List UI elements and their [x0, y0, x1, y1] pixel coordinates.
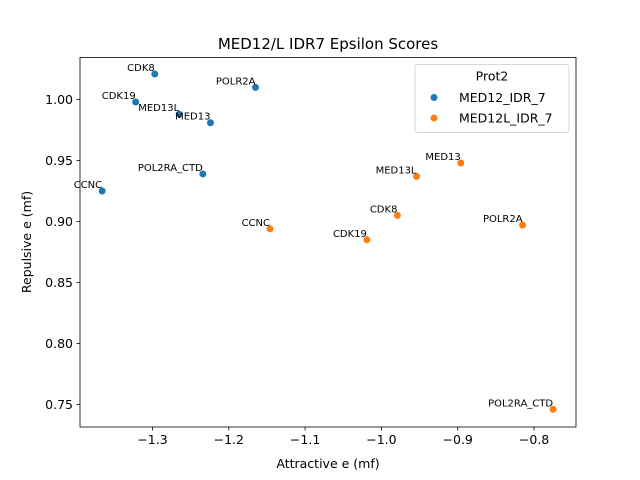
legend-box [414, 64, 570, 133]
data-point [266, 225, 274, 233]
point-label: MED13 [175, 112, 210, 123]
chart-title: MED12/L IDR7 Epsilon Scores [218, 35, 439, 53]
data-point [252, 83, 260, 91]
legend-marker [430, 94, 438, 101]
data-point [549, 405, 557, 413]
point-label: MED13L [376, 165, 417, 176]
x-tick-label: −0.8 [519, 432, 549, 447]
y-tick-label: 0.75 [45, 397, 73, 412]
data-point [363, 236, 371, 244]
y-tick-label: 0.95 [45, 153, 73, 168]
legend-entry: MED12L_IDR_7 [459, 111, 553, 126]
legend-title: Prot2 [476, 69, 509, 84]
point-label: MED13L [138, 103, 179, 114]
legend: Prot2 MED12_IDR_7 MED12L_IDR_7 [414, 64, 570, 133]
point-label: CDK19 [102, 91, 136, 102]
point-label: CDK8 [370, 204, 398, 215]
plot-area: CDK8POLR2ACDK19MED13LMED13POL2RA_CTDCCNC… [74, 63, 557, 413]
point-label: CDK19 [333, 229, 367, 240]
data-point [98, 187, 106, 195]
x-axis: −1.3 −1.2 −1.1 −1.0 −0.9 −0.8 [137, 427, 549, 447]
point-label: CDK8 [127, 63, 155, 74]
data-point [457, 159, 465, 167]
y-axis-label: Repulsive e (mf) [19, 191, 34, 293]
y-tick-label: 0.80 [45, 336, 73, 351]
y-tick-label: 0.90 [45, 214, 73, 229]
legend-entry: MED12_IDR_7 [459, 90, 546, 105]
x-tick-label: −1.3 [137, 432, 167, 447]
y-tick-label: 0.85 [45, 275, 73, 290]
y-tick-label: 1.00 [45, 92, 73, 107]
x-tick-label: −0.9 [443, 432, 473, 447]
legend-marker [430, 114, 438, 122]
point-label: POL2RA_CTD [138, 163, 203, 174]
point-label: CCNC [242, 218, 270, 229]
data-point [151, 70, 159, 78]
data-point [519, 221, 527, 229]
point-label: POLR2A [216, 76, 256, 87]
data-point [175, 110, 183, 118]
y-axis: 0.75 0.80 0.85 0.90 0.95 1.00 [45, 92, 80, 412]
plot-frame [79, 57, 577, 428]
data-point [132, 98, 140, 106]
point-label: POL2RA_CTD [488, 398, 553, 409]
x-tick-label: −1.1 [290, 432, 320, 447]
data-point [206, 119, 214, 127]
data-point [413, 172, 421, 180]
data-point [199, 170, 207, 178]
point-label: POLR2A [483, 214, 523, 225]
x-tick-label: −1.0 [366, 432, 396, 447]
x-axis-label: Attractive e (mf) [276, 456, 379, 471]
point-label: CCNC [74, 180, 102, 191]
data-point [393, 211, 401, 219]
point-label: MED13 [425, 152, 460, 163]
x-tick-label: −1.2 [214, 432, 244, 447]
